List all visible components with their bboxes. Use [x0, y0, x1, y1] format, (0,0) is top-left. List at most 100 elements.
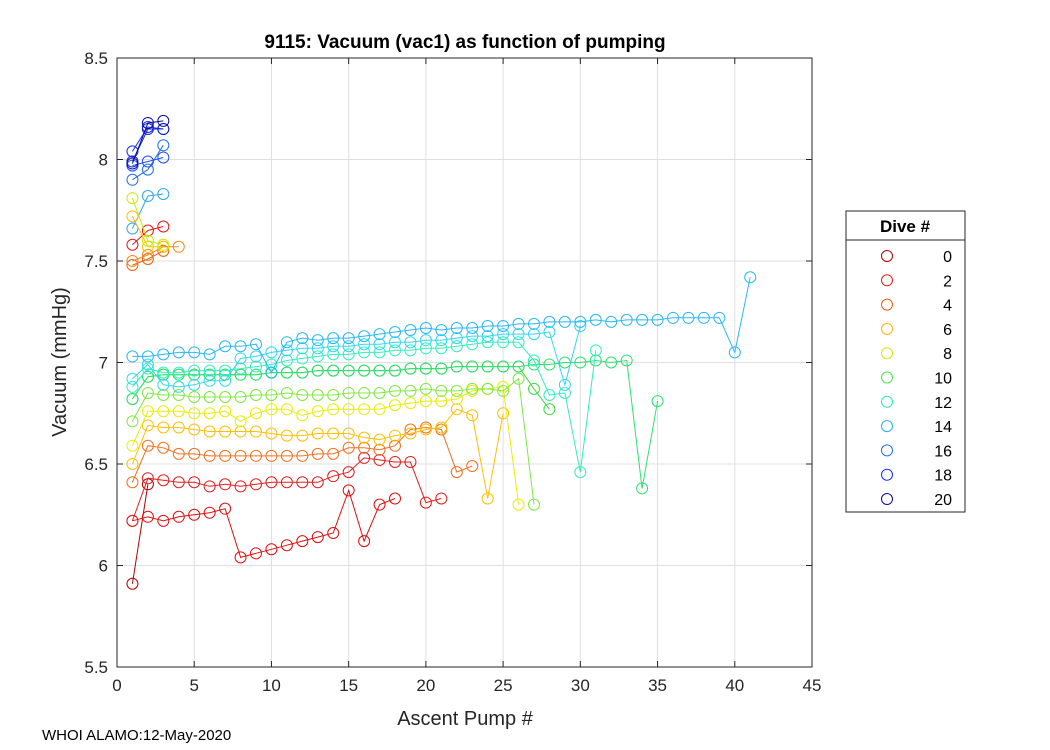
- data-point: [373, 498, 386, 511]
- data-point: [172, 380, 185, 393]
- data-point: [141, 405, 154, 418]
- data-point: [589, 354, 602, 367]
- data-point: [126, 380, 139, 393]
- legend-label: 2: [943, 273, 952, 290]
- data-point: [141, 155, 154, 168]
- legend-marker: [881, 444, 893, 457]
- data-point: [728, 346, 741, 359]
- data-point: [172, 240, 185, 253]
- data-point: [126, 458, 139, 470]
- data-point: [404, 324, 417, 337]
- data-point: [419, 382, 432, 395]
- grid: [117, 58, 812, 667]
- data-point: [296, 449, 309, 462]
- x-tick-label: 5: [189, 676, 198, 695]
- data-point: [497, 328, 510, 341]
- legend-marker: [881, 371, 893, 384]
- data-point: [358, 403, 371, 416]
- data-point: [373, 453, 386, 466]
- data-point: [389, 326, 401, 339]
- data-point: [157, 151, 170, 164]
- data-point: [280, 386, 293, 399]
- data-point: [250, 547, 262, 560]
- data-point: [265, 358, 278, 371]
- data-point: [342, 441, 355, 454]
- data-point: [234, 340, 247, 353]
- data-point: [141, 190, 154, 203]
- chart-title: 9115: Vacuum (vac1) as function of pumpi…: [264, 32, 665, 53]
- data-point: [141, 350, 154, 363]
- data-point: [203, 374, 216, 387]
- data-point: [342, 466, 355, 479]
- data-point: [620, 354, 633, 367]
- data-point: [280, 354, 293, 367]
- series-layer: [126, 114, 757, 590]
- data-point: [574, 315, 587, 328]
- data-point: [481, 330, 494, 343]
- data-point: [404, 397, 417, 410]
- data-point: [744, 271, 757, 284]
- data-point: [234, 449, 247, 462]
- y-tick-label: 7: [99, 354, 108, 373]
- y-axis-label: Vacuum (mmHg): [49, 287, 71, 437]
- data-point: [512, 372, 525, 385]
- data-point: [543, 358, 556, 371]
- data-point: [172, 421, 185, 434]
- data-point: [389, 384, 401, 397]
- data-point: [481, 336, 494, 349]
- series-12: [126, 336, 602, 479]
- data-point: [358, 338, 371, 351]
- data-point: [311, 476, 324, 489]
- data-point: [311, 334, 324, 347]
- data-point: [466, 330, 479, 343]
- data-point: [512, 498, 525, 511]
- data-point: [358, 330, 371, 343]
- data-point: [234, 368, 247, 381]
- data-point: [389, 344, 401, 357]
- data-point: [157, 366, 170, 379]
- data-point: [219, 425, 232, 438]
- legend-marker: [881, 250, 893, 262]
- data-point: [296, 388, 309, 401]
- data-point: [358, 441, 371, 454]
- data-point: [126, 259, 139, 272]
- data-point: [188, 423, 201, 436]
- y-tick-label: 7.5: [84, 252, 108, 271]
- data-point: [126, 145, 139, 158]
- data-point: [435, 342, 448, 355]
- data-point: [265, 427, 278, 440]
- axes: 0 5 10 15 20 25 30 35 40 45 5.5 6 6.5 7 7.5 8 8.5: [84, 49, 821, 695]
- data-point: [512, 317, 525, 330]
- data-point: [250, 388, 262, 401]
- data-point: [157, 238, 170, 251]
- series-14: [126, 271, 757, 379]
- data-point: [682, 311, 695, 324]
- data-point: [497, 384, 510, 397]
- data-point: [126, 372, 139, 385]
- data-point: [450, 384, 463, 397]
- legend-label: 16: [934, 443, 952, 460]
- x-tick-label: 30: [571, 676, 590, 695]
- data-point: [373, 386, 386, 399]
- data-point: [512, 336, 525, 349]
- data-point: [481, 492, 494, 505]
- data-point: [358, 364, 371, 377]
- data-point: [141, 472, 154, 485]
- data-point: [419, 496, 432, 509]
- data-point: [250, 360, 262, 373]
- data-point: [203, 407, 216, 420]
- data-point: [234, 362, 247, 375]
- legend-label: 0: [943, 249, 952, 266]
- data-point: [620, 313, 633, 326]
- data-point: [250, 478, 262, 491]
- data-point: [157, 244, 170, 257]
- data-point: [466, 321, 479, 334]
- data-point: [219, 502, 232, 515]
- legend-marker: [881, 322, 893, 335]
- legend-marker: [881, 468, 893, 481]
- data-point: [203, 364, 216, 377]
- data-point: [342, 484, 355, 497]
- data-point: [203, 480, 216, 493]
- data-point: [373, 364, 386, 377]
